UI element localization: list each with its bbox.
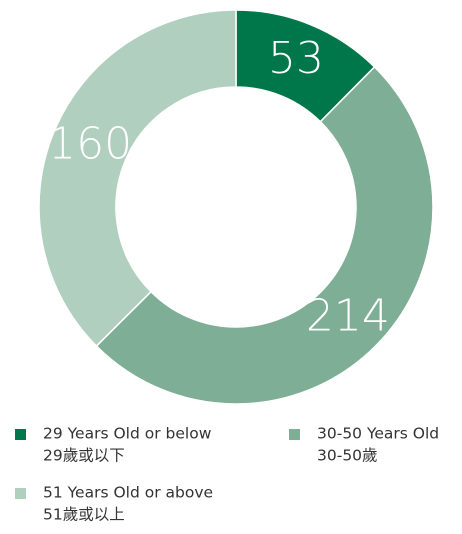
value-label: 214 (306, 291, 390, 342)
slice (95, 65, 434, 405)
legend-swatch (15, 429, 26, 440)
legend-label: 51 Years Old or above (43, 484, 213, 502)
legend-swatch (289, 429, 300, 440)
legend-swatch (15, 488, 26, 499)
value-label: 53 (268, 33, 324, 84)
legend-label: 29 Years Old or below (43, 425, 212, 443)
legend-label-zh: 29歲或以下 (43, 447, 125, 465)
legend-label: 30-50 Years Old (317, 425, 439, 443)
legend-label-zh: 30-50歲 (317, 447, 378, 465)
value-label: 160 (48, 118, 132, 169)
legend-label-zh: 51歲或以上 (43, 506, 125, 524)
slice (38, 9, 237, 348)
